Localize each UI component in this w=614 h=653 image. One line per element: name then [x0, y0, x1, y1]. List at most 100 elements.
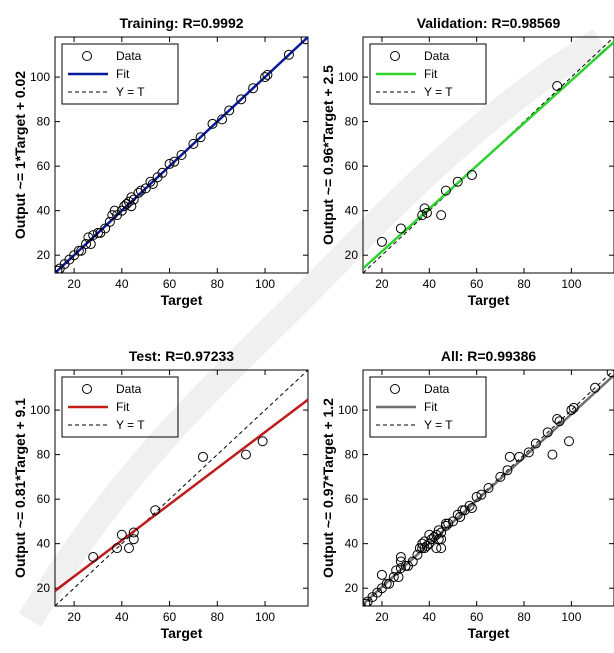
x-axis-label: Target: [468, 292, 510, 308]
x-tick-label: 40: [115, 610, 129, 624]
data-point: [606, 370, 614, 378]
data-point: [128, 534, 139, 545]
legend-label-fit: Fit: [116, 400, 130, 414]
chart-title: Test: R=0.97233: [129, 348, 234, 364]
data-point: [417, 210, 428, 221]
x-tick-label: 20: [375, 277, 389, 291]
identity-line: [55, 370, 308, 606]
data-point: [552, 413, 563, 424]
data-point: [436, 527, 447, 538]
data-point: [104, 216, 115, 227]
data-point: [260, 72, 271, 83]
data-point: [128, 194, 139, 205]
data-point: [483, 483, 494, 493]
y-tick-label: 60: [345, 492, 359, 506]
data-point: [376, 569, 387, 580]
data-point: [391, 565, 402, 576]
x-tick-label: 80: [517, 610, 531, 624]
y-axis-label: Output ~= 1*Target + 0.02: [12, 71, 28, 239]
data-point: [440, 185, 451, 196]
y-tick-label: 40: [37, 204, 51, 218]
x-tick-label: 80: [211, 277, 225, 291]
data-point: [466, 503, 477, 514]
y-tick-label: 80: [345, 115, 359, 129]
x-tick-label: 20: [67, 610, 81, 624]
data-point: [85, 239, 96, 250]
data-point: [73, 245, 84, 256]
data-point: [433, 525, 444, 536]
data-point: [195, 132, 206, 143]
legend-data-marker: [390, 51, 400, 61]
y-tick-label: 100: [338, 70, 358, 84]
legend-label-data: Data: [116, 382, 142, 396]
y-axis-label: Output ~= 0.96*Target + 2.5: [320, 65, 336, 245]
data-point: [393, 572, 404, 583]
data-point: [476, 489, 487, 500]
data-point: [92, 227, 103, 238]
regression-panel-4: 20 40 60 80 100 20 40 60 80 100 Data Fit Y = T All: R…: [320, 348, 614, 641]
data-point: [568, 402, 579, 413]
legend-data-marker: [82, 384, 92, 394]
data-point: [112, 543, 123, 554]
data-point: [429, 531, 440, 542]
data-point: [207, 118, 218, 129]
data-point: [126, 192, 137, 203]
chart-title: Validation: R=0.98569: [417, 15, 561, 31]
data-point: [417, 543, 428, 554]
identity-line: [363, 37, 614, 273]
data-point: [395, 223, 406, 234]
x-tick-label: 40: [115, 277, 129, 291]
data-point: [157, 167, 168, 178]
data-point: [140, 183, 151, 194]
data-point: [248, 83, 259, 94]
chart-title: Training: R=0.9992: [119, 15, 243, 31]
y-tick-label: 20: [37, 248, 51, 262]
data-point: [495, 471, 506, 482]
legend-label-identity: Y = T: [116, 85, 145, 99]
regression-panel-2: 20 40 60 80 100 20 40 60 80 100 Data Fit Y = T Valida…: [320, 15, 614, 308]
data-point: [421, 540, 432, 551]
x-tick-label: 100: [561, 277, 581, 291]
plot-content: [363, 37, 614, 273]
legend-data-marker: [390, 384, 400, 394]
x-tick-label: 100: [255, 610, 275, 624]
data-point: [466, 170, 477, 181]
data-point: [457, 505, 468, 516]
data-point: [147, 178, 158, 189]
data-point: [407, 556, 418, 567]
data-point: [88, 552, 99, 563]
legend-label-identity: Y = T: [424, 418, 453, 432]
legend: Data Fit Y = T: [61, 43, 179, 105]
data-point: [150, 505, 161, 516]
legend: Data Fit Y = T: [369, 43, 487, 105]
legend-label-fit: Fit: [424, 400, 438, 414]
regression-panel-1: 20 40 60 80 100 20 40 60 80 100 Data Fit Y = T Traini…: [12, 15, 309, 308]
x-tick-label: 20: [67, 277, 81, 291]
legend-label-data: Data: [424, 382, 450, 396]
x-axis-label: Target: [161, 292, 203, 308]
y-tick-label: 40: [345, 537, 359, 551]
data-point: [123, 543, 134, 554]
x-tick-label: 80: [517, 277, 531, 291]
data-point: [257, 436, 268, 447]
y-tick-label: 60: [37, 492, 51, 506]
data-point: [100, 223, 111, 234]
data-point: [169, 156, 180, 167]
x-tick-label: 60: [470, 610, 484, 624]
data-point: [523, 447, 534, 458]
x-tick-label: 60: [163, 610, 177, 624]
legend-data-marker: [82, 51, 92, 61]
y-tick-label: 80: [37, 448, 51, 462]
x-tick-label: 100: [561, 610, 581, 624]
legend-label-data: Data: [116, 49, 142, 63]
plot-content: [55, 37, 308, 273]
data-point: [514, 451, 525, 462]
legend: Data Fit Y = T: [369, 376, 487, 438]
data-point: [552, 80, 563, 91]
legend-label-fit: Fit: [116, 67, 130, 81]
data-point: [88, 230, 99, 241]
data-point: [164, 158, 175, 169]
y-axis-label: Output ~= 0.81*Target + 9.1: [12, 398, 28, 578]
data-point: [455, 511, 466, 522]
data-point: [412, 549, 423, 560]
